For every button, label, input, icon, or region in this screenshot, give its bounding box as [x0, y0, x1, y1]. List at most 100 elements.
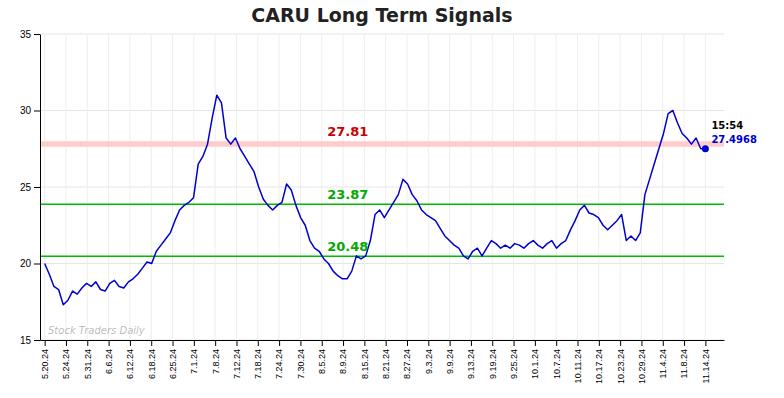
y-tick-mark — [34, 111, 40, 112]
grid-line-y — [40, 187, 724, 188]
support-line — [40, 255, 724, 257]
grid-line-y — [40, 110, 724, 111]
x-tick-mark — [641, 340, 642, 346]
x-tick: 11.14.24 — [701, 340, 711, 383]
y-axis-line — [40, 35, 41, 341]
x-tick-label: 7.18.24 — [253, 349, 263, 379]
line-label: 20.48 — [327, 239, 368, 254]
x-tick: 6.25.24 — [168, 340, 178, 379]
grid-line-x — [449, 34, 450, 340]
x-tick-mark — [428, 340, 429, 346]
grid-line-x — [470, 34, 471, 340]
x-tick-label: 5.20.24 — [40, 349, 50, 379]
x-tick-mark — [194, 340, 195, 346]
x-tick: 8.15.24 — [360, 340, 370, 379]
x-tick-mark — [514, 340, 515, 346]
x-tick-label: 7.24.24 — [274, 349, 284, 379]
x-tick-mark — [705, 340, 706, 346]
x-tick-mark — [578, 340, 579, 346]
x-tick-mark — [407, 340, 408, 346]
x-tick-label: 8.9.24 — [338, 349, 348, 374]
y-tick-mark — [34, 340, 40, 341]
x-axis-line — [41, 340, 725, 341]
grid-line-x — [684, 34, 685, 340]
x-tick-label: 10.29.24 — [637, 349, 647, 384]
grid-line-x — [534, 34, 535, 340]
grid-line-x — [577, 34, 578, 340]
grid-line-x — [385, 34, 386, 340]
y-tick-mark — [34, 264, 40, 265]
grid-line-x — [193, 34, 194, 340]
last-price-dot — [702, 145, 709, 152]
price-line — [45, 95, 706, 305]
x-tick-label: 8.15.24 — [360, 349, 370, 379]
x-tick: 6.6.24 — [104, 340, 114, 374]
grid-line-x — [172, 34, 173, 340]
y-tick-label: 30 — [20, 105, 32, 116]
x-tick-label: 5.24.24 — [61, 349, 71, 379]
grid-line-x — [151, 34, 152, 340]
grid — [40, 34, 724, 340]
x-tick: 10.7.24 — [552, 340, 562, 379]
y-tick-mark — [34, 34, 40, 35]
grid-line-x — [513, 34, 514, 340]
grid-line-x — [620, 34, 621, 340]
x-tick-mark — [173, 340, 174, 346]
x-tick-mark — [215, 340, 216, 346]
x-tick-label: 10.1.24 — [530, 349, 540, 379]
x-tick-mark — [471, 340, 472, 346]
x-tick: 8.27.24 — [402, 340, 412, 379]
x-tick-label: 6.18.24 — [147, 349, 157, 379]
x-tick-label: 6.12.24 — [125, 349, 135, 379]
x-tick-mark — [492, 340, 493, 346]
x-tick: 10.23.24 — [616, 340, 626, 384]
band-label: 27.81 — [327, 124, 368, 139]
x-tick: 10.11.24 — [573, 340, 583, 383]
x-tick-mark — [535, 340, 536, 346]
x-tick-mark — [300, 340, 301, 346]
plot-area — [40, 95, 724, 305]
x-tick-mark — [236, 340, 237, 346]
x-tick-mark — [599, 340, 600, 346]
x-tick-mark — [343, 340, 344, 346]
x-tick-label: 10.7.24 — [552, 349, 562, 379]
x-tick: 9.3.24 — [424, 340, 434, 374]
y-axis: 1520253035 — [20, 29, 41, 346]
x-tick-mark — [130, 340, 131, 346]
x-tick: 9.25.24 — [509, 340, 519, 379]
annotations: 27.8123.8720.4815:5427.4968Stock Traders… — [48, 120, 757, 336]
x-tick-label: 9.3.24 — [424, 349, 434, 374]
y-tick: 15 — [20, 335, 40, 346]
resistance-band — [40, 141, 724, 147]
x-tick-label: 11.4.24 — [658, 349, 668, 378]
grid-line-x — [321, 34, 322, 340]
x-tick-label: 8.21.24 — [381, 349, 391, 379]
y-tick-mark — [34, 187, 40, 188]
grid-line-x — [215, 34, 216, 340]
x-tick: 8.9.24 — [338, 340, 348, 374]
line-label: 23.87 — [327, 187, 368, 202]
x-tick-label: 7.30.24 — [296, 349, 306, 379]
x-tick-label: 7.1.24 — [189, 349, 199, 374]
x-tick-mark — [556, 340, 557, 346]
grid-line-x — [87, 34, 88, 340]
x-tick-mark — [45, 340, 46, 346]
watermark: Stock Traders Daily — [48, 325, 146, 336]
x-tick-mark — [279, 340, 280, 346]
x-tick-label: 10.11.24 — [573, 349, 583, 383]
x-tick-mark — [258, 340, 259, 346]
grid-line-y — [40, 34, 724, 35]
x-tick: 8.21.24 — [381, 340, 391, 379]
x-tick-mark — [684, 340, 685, 346]
grid-line-x — [641, 34, 642, 340]
x-tick: 5.31.24 — [83, 340, 93, 379]
grid-line-x — [44, 34, 45, 340]
grid-line-x — [428, 34, 429, 340]
x-tick: 9.19.24 — [488, 340, 498, 379]
grid-line-x — [492, 34, 493, 340]
x-tick-label: 5.31.24 — [83, 349, 93, 379]
x-tick-mark — [450, 340, 451, 346]
x-tick-mark — [386, 340, 387, 346]
grid-line-x — [300, 34, 301, 340]
x-tick: 9.9.24 — [445, 340, 455, 374]
